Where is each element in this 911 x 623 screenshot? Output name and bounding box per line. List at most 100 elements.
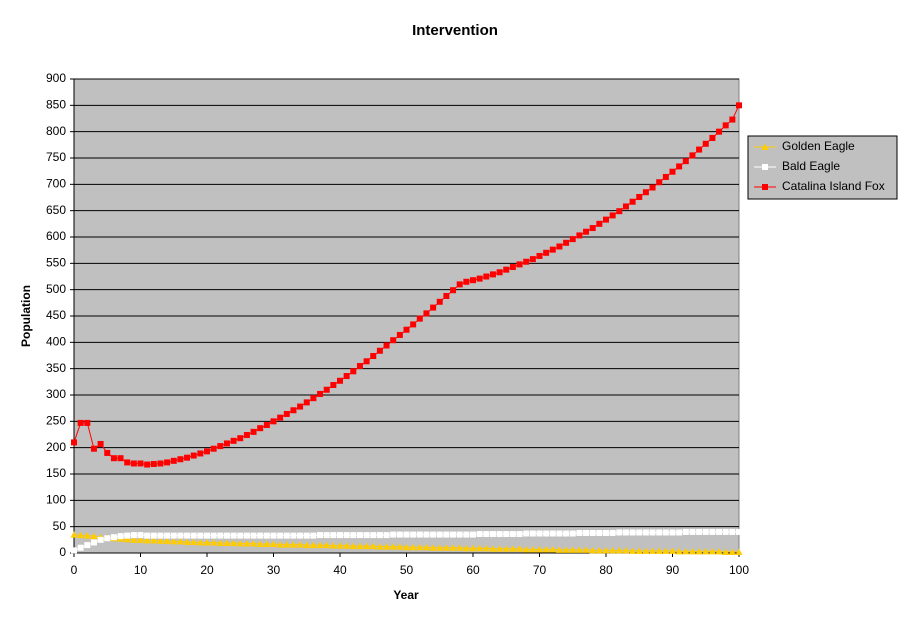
data-point xyxy=(662,547,670,554)
data-point xyxy=(682,158,689,165)
data-point xyxy=(396,543,404,550)
data-point xyxy=(336,542,344,549)
data-point xyxy=(609,529,616,536)
data-point xyxy=(130,532,137,539)
data-point xyxy=(130,460,137,467)
data-point xyxy=(516,531,523,538)
data-point xyxy=(676,529,683,536)
data-point xyxy=(150,536,158,544)
data-point xyxy=(210,445,217,452)
data-point xyxy=(729,116,736,123)
data-point xyxy=(223,539,231,546)
data-point xyxy=(197,532,204,539)
data-point xyxy=(629,529,636,536)
legend-marker xyxy=(762,164,768,170)
data-point xyxy=(257,532,264,539)
data-point xyxy=(283,410,290,417)
y-tick-label: 50 xyxy=(53,519,67,533)
data-point xyxy=(177,532,184,539)
data-point xyxy=(356,542,364,550)
data-point xyxy=(270,418,277,425)
data-point xyxy=(696,528,703,535)
data-point xyxy=(470,531,476,538)
data-point xyxy=(656,529,663,536)
data-point xyxy=(71,547,77,554)
legend-marker xyxy=(761,143,769,150)
data-point xyxy=(71,439,77,446)
data-point xyxy=(589,529,596,536)
data-point xyxy=(277,414,284,421)
data-point xyxy=(702,528,709,535)
data-point xyxy=(369,542,377,550)
data-point xyxy=(197,450,204,457)
data-point xyxy=(443,292,450,299)
data-point xyxy=(569,236,576,243)
data-point xyxy=(469,544,477,552)
data-point xyxy=(503,266,510,273)
data-point xyxy=(609,212,616,219)
data-point xyxy=(236,540,244,547)
x-tick-label: 40 xyxy=(333,563,347,577)
data-point xyxy=(90,445,97,452)
data-point xyxy=(442,544,450,551)
data-point xyxy=(137,460,144,467)
data-point xyxy=(456,281,463,288)
x-tick-label: 60 xyxy=(466,563,480,577)
data-point xyxy=(575,546,583,553)
data-point xyxy=(589,546,597,554)
data-point xyxy=(655,547,663,554)
data-point xyxy=(483,531,490,538)
data-point xyxy=(476,531,483,538)
data-point xyxy=(629,198,636,205)
data-point xyxy=(589,225,596,232)
data-point xyxy=(170,537,178,545)
x-axis-title: Year xyxy=(393,588,419,602)
data-point xyxy=(190,538,198,545)
data-point xyxy=(688,547,696,555)
data-point xyxy=(463,531,470,538)
data-point xyxy=(529,545,537,553)
data-point xyxy=(422,543,430,551)
data-point xyxy=(263,532,270,539)
data-point xyxy=(204,532,210,539)
y-tick-label: 650 xyxy=(46,203,66,217)
data-point xyxy=(549,530,556,537)
data-point xyxy=(629,547,637,554)
data-point xyxy=(716,528,723,535)
data-point xyxy=(616,529,623,536)
data-point xyxy=(702,547,710,555)
data-point xyxy=(329,542,337,549)
y-tick-label: 200 xyxy=(46,440,66,454)
data-point xyxy=(90,539,97,546)
data-point xyxy=(708,547,716,555)
data-point xyxy=(496,531,503,538)
y-axis-title: Population xyxy=(19,285,33,347)
legend-marker xyxy=(762,184,768,190)
data-point xyxy=(150,460,157,467)
data-point xyxy=(310,395,317,402)
data-point xyxy=(636,193,643,200)
data-point xyxy=(736,102,742,109)
x-tick-label: 80 xyxy=(599,563,613,577)
y-tick-label: 800 xyxy=(46,124,66,138)
x-tick-label: 30 xyxy=(267,563,281,577)
data-point xyxy=(117,533,124,540)
y-tick-label: 150 xyxy=(46,466,66,480)
data-point xyxy=(649,529,656,536)
data-point xyxy=(144,532,151,539)
data-point xyxy=(622,203,629,210)
data-point xyxy=(603,529,609,536)
data-point xyxy=(323,386,330,393)
y-tick-label: 400 xyxy=(46,335,66,349)
data-point xyxy=(509,264,516,271)
data-point xyxy=(243,540,251,547)
data-point xyxy=(250,532,257,539)
data-point xyxy=(736,528,742,535)
data-point xyxy=(104,449,111,456)
data-point xyxy=(309,541,317,549)
data-point xyxy=(675,547,683,555)
data-point xyxy=(237,435,244,442)
data-point xyxy=(123,535,131,543)
data-point xyxy=(370,532,377,539)
